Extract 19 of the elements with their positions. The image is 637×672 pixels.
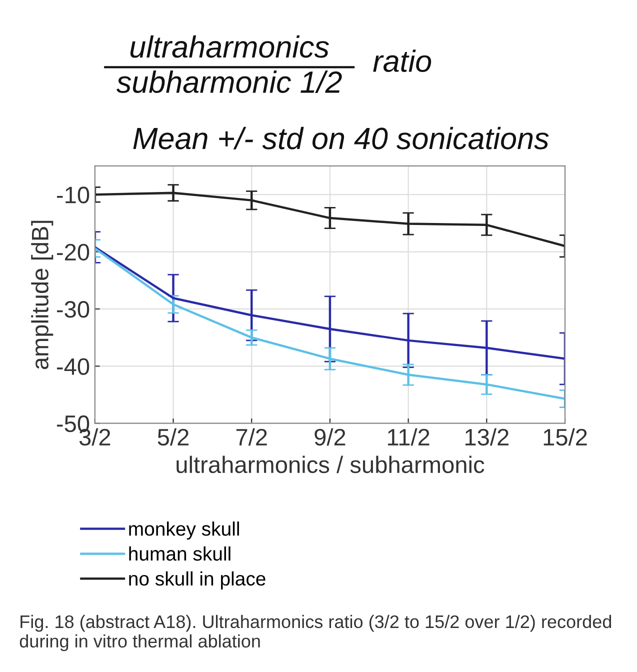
text: ratio [373, 50, 432, 72]
y-tick-label: -20 [56, 244, 90, 261]
y-tick-label: -10 [56, 186, 90, 204]
y-axis-title: amplitude [dB] [31, 220, 54, 370]
x-tick-label: 5/2 [158, 428, 188, 446]
caption: Fig. 18 (abstract A18). Ultraharmonics ratio (3/2 to 15/2 over 1/2) recorded during in vitro thermal ablation [20, 614, 612, 652]
y-tick-label: -40 [56, 358, 90, 375]
chart-title: ultraharmonics subharmonic 1/2 [116, 35, 342, 94]
x-tick-label: 15/2 [544, 428, 587, 446]
y-tick-label: -30 [56, 301, 90, 318]
legend-label: monkey skull [129, 522, 239, 540]
chart-subtitle: Mean +/- std on 40 sonications [133, 126, 549, 150]
x-tick-label: 13/2 [465, 428, 508, 446]
legend-label: no skull in place [129, 571, 266, 590]
x-tick-label: 11/2 [388, 428, 430, 446]
x-tick-label: 9/2 [314, 428, 346, 446]
x-tick-label: 7/2 [236, 428, 267, 446]
x-axis-title: ultraharmonics / subharmonic [176, 456, 484, 474]
legend-label: human skull [129, 546, 230, 561]
